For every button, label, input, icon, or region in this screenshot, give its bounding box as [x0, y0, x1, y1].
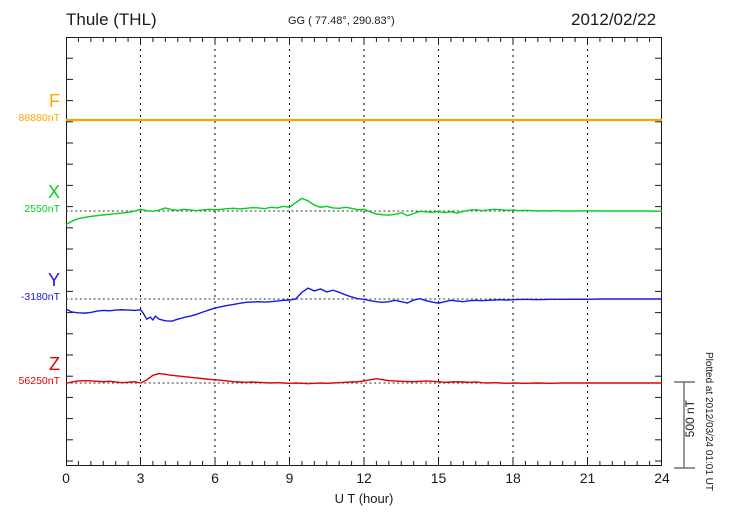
x-tick-label: 9 [285, 470, 294, 486]
component-label-x: X 2550nT [0, 183, 60, 215]
trace-x [66, 197, 662, 226]
plot-credit-text: Plotted at 2012/03/24 01:01 UT [703, 352, 714, 491]
component-value-z: 56250nT [18, 375, 60, 387]
component-value-f: 88880nT [18, 112, 60, 124]
component-label-y: Y -3180nT [0, 271, 60, 303]
plot-frame [66, 37, 662, 466]
x-tick-label: 21 [579, 470, 596, 486]
component-letter-z: Z [49, 354, 60, 374]
x-tick-label: 3 [136, 470, 145, 486]
x-axis-title: U T (hour) [334, 491, 394, 506]
magnetogram-plot [66, 37, 662, 466]
x-tick-label: 0 [62, 470, 70, 486]
x-axis-tick-labels: 0 3 6 9 12 15 18 21 24 [0, 470, 730, 490]
component-letter-f: F [49, 91, 60, 111]
x-tick-label: 12 [356, 470, 372, 486]
trace-y [66, 287, 662, 322]
component-value-y: -3180nT [20, 291, 60, 303]
x-tick-label: 6 [211, 470, 219, 486]
component-value-x: 2550nT [24, 203, 60, 215]
x-tick-label: 15 [430, 470, 447, 486]
trace-z [66, 372, 662, 385]
scale-bar-label: 500 nT [683, 400, 697, 438]
component-letter-y: Y [47, 270, 60, 290]
scale-bar [674, 381, 695, 469]
component-letter-x: X [47, 182, 60, 202]
observation-date: 2012/02/22 [571, 10, 657, 29]
station-title: Thule (THL) [66, 10, 157, 29]
x-tick-label: 24 [654, 470, 670, 486]
component-label-z: Z 56250nT [0, 355, 60, 387]
x-tick-label: 18 [505, 470, 521, 486]
component-label-f: F 88880nT [0, 92, 60, 124]
geographic-coordinates: GG ( 77.48°, 290.83°) [288, 15, 395, 27]
